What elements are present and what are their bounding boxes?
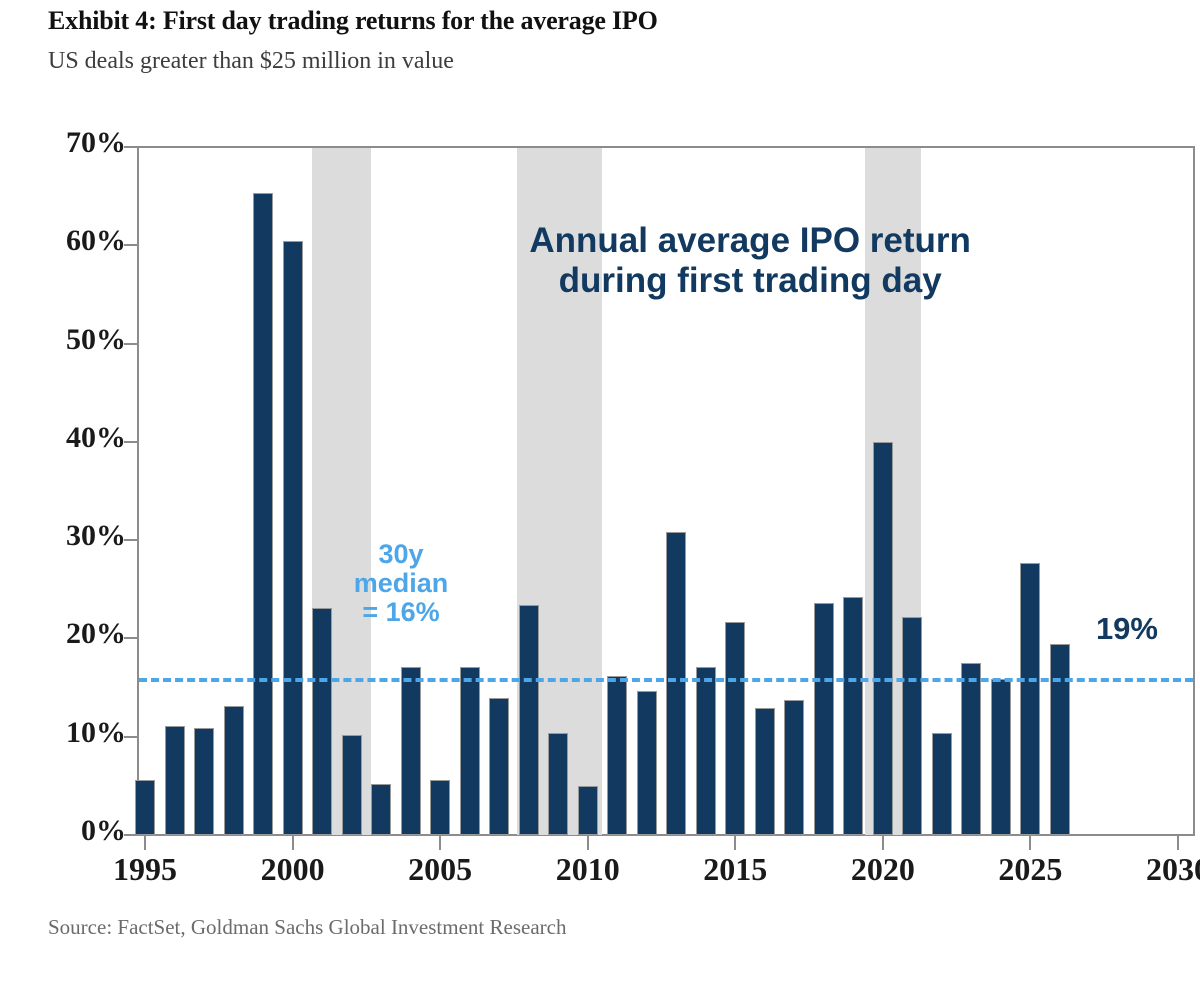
y-axis-label-0%: 0%	[81, 814, 126, 847]
y-tick-60%	[124, 244, 137, 247]
bar-2024[interactable]	[990, 678, 1011, 835]
y-tick-40%	[124, 440, 137, 443]
bar-2021[interactable]	[902, 616, 923, 835]
y-axis-line	[137, 147, 139, 836]
plot-right-border	[1193, 147, 1195, 836]
x-axis-line	[137, 834, 1195, 836]
bar-2013[interactable]	[666, 532, 687, 835]
median-annotation: 30y median = 16%	[353, 539, 449, 628]
x-axis-label-2015: 2015	[703, 851, 768, 887]
y-tick-30%	[124, 539, 137, 542]
x-axis-label-2005: 2005	[408, 851, 473, 887]
bar-2026[interactable]	[1049, 644, 1070, 835]
bar-2008[interactable]	[518, 605, 539, 835]
page-title: Exhibit 4: First day trading returns for…	[48, 6, 658, 35]
bar-2015[interactable]	[725, 621, 746, 835]
x-tick-2015	[734, 836, 737, 850]
x-tick-1995	[144, 836, 146, 850]
x-tick-2025	[1029, 836, 1032, 850]
median-reference-line	[139, 677, 1193, 682]
x-axis-label-2010: 2010	[555, 851, 620, 887]
y-axis-label-40%: 40%	[66, 420, 126, 454]
y-tick-0%	[124, 834, 137, 836]
x-axis-label-2030: 2030	[1146, 851, 1200, 887]
bar-2005[interactable]	[430, 779, 451, 835]
bar-2001[interactable]	[312, 607, 333, 835]
y-axis-label-10%: 10%	[66, 715, 126, 749]
x-axis-label-2000: 2000	[260, 851, 325, 887]
bar-2007[interactable]	[489, 698, 510, 835]
bar-2000[interactable]	[282, 241, 303, 835]
x-tick-2010	[586, 836, 589, 850]
bar-2017[interactable]	[784, 700, 805, 835]
bar-2014[interactable]	[695, 666, 716, 835]
y-tick-70%	[124, 146, 137, 148]
bar-2003[interactable]	[371, 783, 392, 835]
bar-2023[interactable]	[961, 663, 982, 835]
x-tick-2030	[1177, 836, 1179, 850]
x-axis-label-2025: 2025	[998, 851, 1063, 887]
bar-1997[interactable]	[194, 727, 215, 835]
bar-2019[interactable]	[843, 597, 864, 835]
bar-2018[interactable]	[813, 603, 834, 835]
bar-2004[interactable]	[400, 666, 421, 835]
x-tick-2020	[881, 836, 884, 850]
bar-2009[interactable]	[548, 732, 569, 835]
source-note: Source: FactSet, Goldman Sachs Global In…	[48, 915, 567, 939]
bar-2020[interactable]	[872, 441, 893, 835]
bar-2016[interactable]	[754, 708, 775, 835]
bar-2002[interactable]	[341, 734, 362, 835]
y-tick-50%	[124, 342, 137, 345]
chart-callout-text: Annual average IPO return during first t…	[529, 220, 971, 300]
plot-top-border	[137, 146, 1195, 148]
y-axis-label-20%: 20%	[66, 617, 126, 651]
y-axis-label-60%: 60%	[66, 224, 126, 258]
bar-1996[interactable]	[164, 725, 185, 835]
page-subtitle: US deals greater than $25 million in val…	[48, 48, 454, 74]
bar-2022[interactable]	[931, 732, 952, 835]
bar-2011[interactable]	[607, 675, 628, 835]
x-axis-label-1995: 1995	[113, 851, 177, 887]
y-axis-label-50%: 50%	[66, 322, 126, 356]
bar-1999[interactable]	[253, 193, 274, 835]
bar-2012[interactable]	[636, 690, 657, 835]
bar-2006[interactable]	[459, 666, 480, 835]
y-tick-10%	[124, 735, 137, 738]
bar-1995[interactable]	[135, 779, 155, 835]
last-value-label: 19%	[1095, 610, 1158, 646]
y-axis-label-30%: 30%	[66, 519, 126, 553]
bar-2025[interactable]	[1020, 562, 1041, 835]
y-axis-label-70%: 70%	[66, 126, 126, 159]
bar-2010[interactable]	[577, 785, 598, 835]
x-tick-2000	[291, 836, 294, 850]
y-tick-20%	[124, 637, 137, 640]
bar-1998[interactable]	[223, 706, 244, 835]
x-tick-2005	[439, 836, 442, 850]
x-axis-label-2020: 2020	[850, 851, 915, 887]
